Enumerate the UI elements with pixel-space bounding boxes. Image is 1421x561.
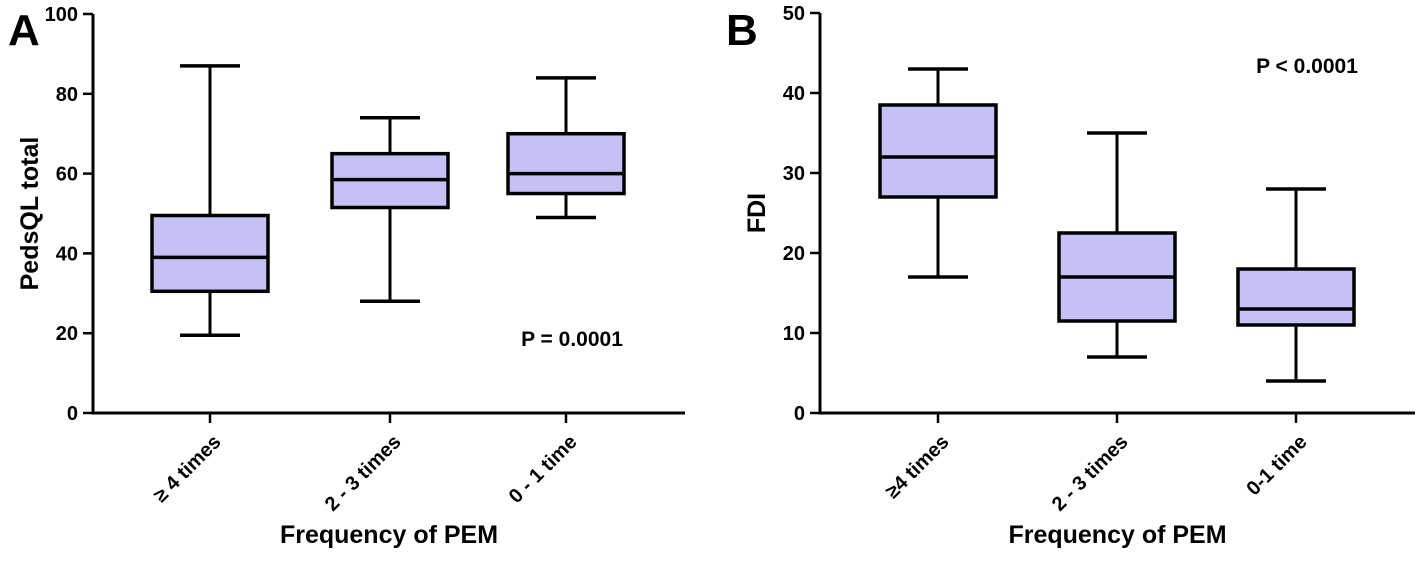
y-tick-label: 0 — [794, 403, 805, 425]
y-tick-label: 100 — [45, 4, 78, 26]
box — [878, 103, 998, 199]
panel-b-chart: B 0 10 20 30 40 50 ≥4 times 2 - 3 times 0-1 time P… — [726, 3, 1415, 549]
y-axis-title: FDI — [743, 193, 771, 233]
y-tick-label: 0 — [67, 403, 78, 425]
category-label: ≥4 times — [881, 431, 953, 503]
x-axis-title: Frequency of PEM — [1008, 521, 1226, 549]
category-label: 0 - 1 time — [505, 431, 582, 508]
y-axis-title: PedsQL total — [16, 137, 44, 291]
category-label: ≥ 4 times — [150, 431, 226, 507]
category-label: 2 - 3 times — [321, 431, 406, 516]
y-tick-label: 40 — [783, 83, 805, 105]
y-tick-label: 30 — [783, 163, 805, 185]
panel-a-chart: A 0 20 40 60 80 100 ≥ 4 times 2 - 3 times 0 - 1 t… — [8, 4, 685, 549]
y-tick-label: 20 — [56, 323, 78, 345]
box — [506, 131, 626, 196]
panel-a: A 0 20 40 60 80 100 ≥ 4 times 2 - 3 times 0 - 1 t… — [0, 0, 710, 561]
p-value-label: P = 0.0001 — [521, 328, 623, 351]
y-tick-label: 80 — [56, 84, 78, 106]
p-value-label: P < 0.0001 — [1256, 55, 1358, 78]
category-label: 2 - 3 times — [1048, 431, 1133, 516]
box — [1236, 267, 1356, 327]
box — [150, 213, 270, 294]
y-tick-label: 50 — [783, 3, 805, 25]
y-tick-label: 10 — [783, 323, 805, 345]
x-axis-title: Frequency of PEM — [280, 521, 498, 549]
panel-letter: A — [8, 6, 40, 55]
category-label: 0-1 time — [1243, 431, 1312, 500]
y-tick-label: 20 — [783, 243, 805, 265]
y-tick-label: 60 — [56, 164, 78, 186]
panel-b: B 0 10 20 30 40 50 ≥4 times 2 - 3 times 0-1 time P… — [710, 0, 1420, 561]
panel-letter: B — [726, 6, 758, 55]
y-tick-label: 40 — [56, 243, 78, 265]
